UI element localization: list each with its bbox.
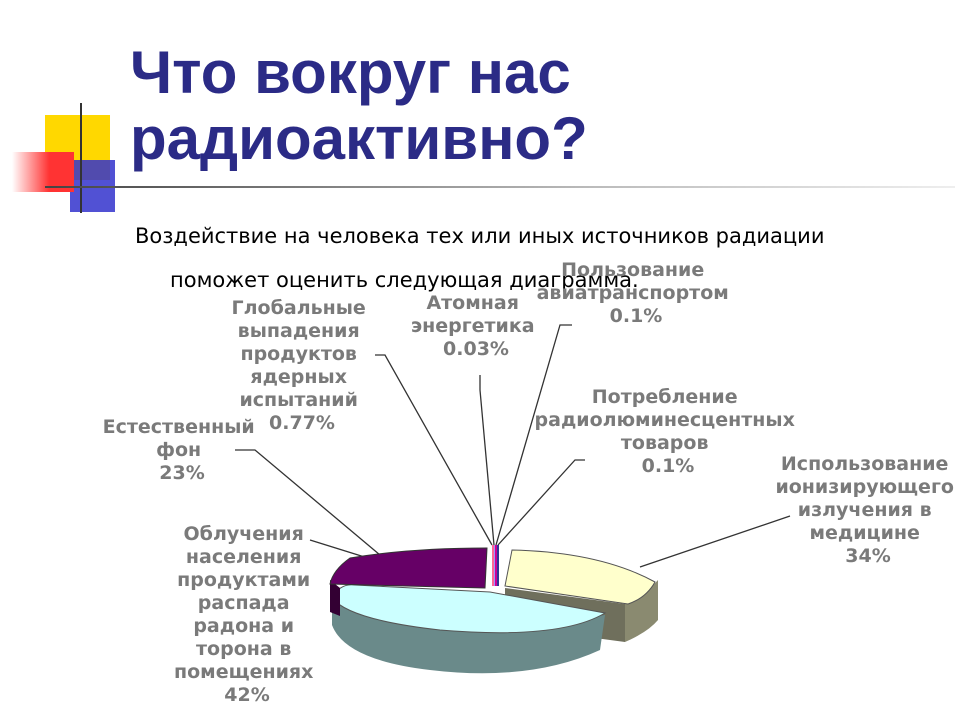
label-medicine-line-3: излучения в [798, 499, 932, 521]
slice-side-natural [330, 580, 340, 616]
label-fallout-line-2: выпадения [238, 320, 360, 342]
label-radon-line-6: торона в [196, 638, 291, 660]
label-luminescent-line-3: товаров [621, 432, 709, 454]
label-fallout-line-4: ядерных [250, 366, 347, 388]
leader-line-luminescent [498, 460, 585, 545]
label-luminescent-line-1: Потребление [592, 386, 738, 408]
label-medicine-line-4: медицине [809, 522, 919, 544]
label-luminescent-line-4: 0.1% [642, 455, 695, 477]
label-medicine: Использование ионизирующего излучения в … [775, 453, 960, 567]
label-radon-line-4: распада [198, 592, 290, 614]
slice-luminescent [497, 545, 499, 586]
label-radon: Облучения населения продуктами распада р… [174, 523, 320, 706]
slice-nuclear [494, 545, 495, 586]
label-nuclear: Атомная энергетика 0.03% [411, 292, 541, 360]
slice-aviation [495, 545, 497, 586]
label-radon-line-2: населения [186, 546, 302, 568]
label-fallout-line-5: испытаний [239, 389, 357, 411]
leader-line-nuclear [480, 375, 494, 545]
label-radon-line-3: продуктами [177, 569, 310, 591]
label-aviation-line-2: авиатранспортом [537, 282, 729, 304]
label-radon-line-7: помещениях [174, 661, 313, 683]
label-fallout: Глобальные выпадения продуктов ядерных и… [232, 297, 373, 434]
label-fallout-line-3: продуктов [240, 343, 357, 365]
label-medicine-line-2: ионизирующего [775, 476, 954, 498]
pie-slices [330, 545, 658, 673]
label-radon-line-8: 42% [224, 684, 269, 706]
label-fallout-line-1: Глобальные [232, 297, 366, 319]
label-nuclear-line-1: Атомная [426, 292, 518, 314]
slice-fallout [492, 545, 494, 586]
label-aviation-line-1: Пользование [561, 259, 704, 281]
label-natural-line-3: 23% [159, 462, 204, 484]
leader-line-fallout [375, 355, 492, 545]
label-medicine-line-5: 34% [845, 545, 890, 567]
leader-line-medicine [640, 516, 790, 567]
label-natural-line-2: фон [156, 439, 201, 461]
label-radon-line-5: радона и [193, 615, 294, 637]
label-aviation-line-3: 0.1% [610, 305, 663, 327]
label-medicine-line-1: Использование [781, 453, 949, 475]
label-fallout-line-6: 0.77% [269, 412, 335, 434]
label-nuclear-line-2: энергетика [411, 315, 535, 337]
label-natural-line-1: Естественный [103, 416, 255, 438]
label-radon-line-1: Облучения [184, 523, 304, 545]
label-aviation: Пользование авиатранспортом 0.1% [537, 259, 736, 327]
label-luminescent: Потребление радиолюминесцентных товаров … [535, 386, 802, 477]
label-luminescent-line-2: радиолюминесцентных [535, 409, 795, 431]
label-nuclear-line-3: 0.03% [443, 338, 509, 360]
